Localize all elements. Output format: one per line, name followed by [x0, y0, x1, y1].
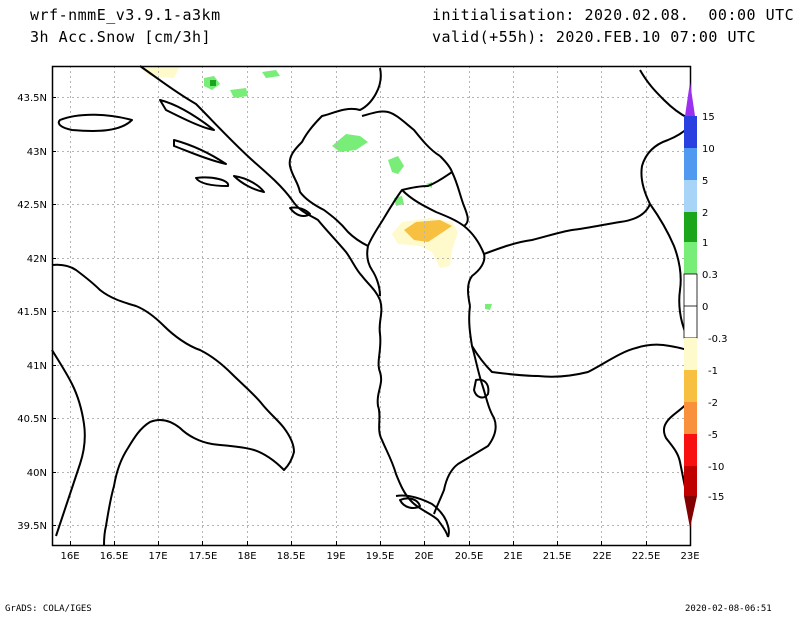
corfu — [399, 497, 421, 509]
colorbar-label: 15 — [702, 112, 715, 123]
peljesac — [233, 175, 265, 193]
grads-credit: GrADS: COLA/IGES — [5, 604, 92, 614]
snow-area-green-3 — [230, 88, 248, 98]
lat-label: 41N — [27, 361, 47, 372]
colorbar-label: -2 — [708, 398, 718, 409]
longitude-labels: 16E 16.5E 17E 17.5E 18E 18.5E 19E 19.5E … — [60, 551, 699, 562]
colorbar: 15 10 5 2 1 0.3 0 -0.3 -1 -2 -5 -10 -15 — [683, 82, 728, 528]
lat-label: 43N — [27, 147, 47, 158]
lat-label: 41.5N — [17, 307, 47, 318]
colorbar-arrow-bottom — [684, 496, 697, 528]
colorbar-swatch — [684, 370, 697, 402]
lat-label: 39.5N — [17, 521, 47, 532]
map-frame — [51, 65, 692, 547]
lat-label: 40N — [27, 468, 47, 479]
greece-east — [662, 399, 691, 493]
lon-label: 23E — [680, 551, 699, 562]
lon-label: 16E — [60, 551, 79, 562]
colorbar-swatch — [684, 242, 697, 274]
lon-label: 17E — [148, 551, 167, 562]
bosnia-montenegro-border — [288, 67, 382, 247]
colorbar-label: -10 — [708, 462, 724, 473]
snow-areas — [138, 66, 492, 310]
colorbar-swatch — [684, 212, 697, 242]
colorbar-label: 0 — [702, 302, 708, 313]
lon-label: 17.5E — [189, 551, 218, 562]
colorbar-swatch — [684, 180, 697, 212]
serbia-bulgaria — [483, 203, 651, 255]
kotor-bay — [289, 206, 311, 217]
kosovo-north — [451, 171, 469, 227]
colorbar-label: 2 — [702, 208, 708, 219]
lon-label: 19E — [326, 551, 345, 562]
colorbar-label: -0.3 — [708, 334, 728, 345]
lon-label: 18.5E — [277, 551, 306, 562]
italy-calabria — [51, 349, 86, 537]
macedonia-border — [468, 305, 691, 378]
colorbar-label: -1 — [708, 366, 718, 377]
kosovo-border — [401, 189, 486, 307]
albania-greece-border — [433, 345, 497, 515]
colorbar-label: -5 — [708, 430, 718, 441]
montenegro-serbia-border — [367, 155, 453, 247]
lat-label: 42N — [27, 254, 47, 265]
snow-area-green-2 — [262, 70, 280, 78]
lat-label: 43.5N — [17, 93, 47, 104]
lon-label: 22.5E — [632, 551, 661, 562]
latitude-labels: 43.5N 43N 42.5N 42N 41.5N 41N 40.5N 40N … — [17, 93, 47, 532]
dalmatian-island-1 — [57, 113, 133, 132]
lake-ohrid — [473, 378, 490, 399]
montenegro-albania-border — [366, 245, 381, 297]
snow-area-green-8 — [485, 304, 492, 310]
dalmatian-island-2 — [159, 99, 215, 131]
dalmatian-island-4 — [195, 176, 230, 187]
lon-label: 19.5E — [366, 551, 395, 562]
colorbar-arrow-top — [685, 82, 695, 116]
colorbar-label: -15 — [708, 492, 724, 503]
lon-label: 16.5E — [100, 551, 129, 562]
colorbar-swatch — [684, 338, 697, 370]
lon-label: 21.5E — [543, 551, 572, 562]
snow-area-green-9 — [210, 80, 216, 86]
lon-label: 20.5E — [455, 551, 484, 562]
model-title: wrf-nmmE_v3.9.1-a3km — [30, 6, 221, 24]
lat-lon-grid — [52, 66, 690, 545]
macedonia-east — [649, 203, 687, 335]
greece-coast-west — [395, 494, 450, 538]
lon-label: 21E — [503, 551, 522, 562]
valid-time: valid(+55h): 2020.FEB.10 07:00 UTC — [432, 28, 757, 46]
colorbar-swatch — [684, 402, 697, 434]
adriatic-coast-east — [139, 65, 449, 538]
field-title: 3h Acc.Snow [cm/3h] — [30, 28, 212, 46]
bulgaria-north — [639, 69, 689, 119]
colorbar-swatch — [684, 116, 697, 148]
lat-label: 40.5N — [17, 414, 47, 425]
coastlines-borders — [51, 65, 691, 546]
colorbar-swatch — [684, 148, 697, 180]
lon-label: 20E — [414, 551, 433, 562]
render-timestamp: 2020-02-08-06:51 — [685, 604, 772, 614]
colorbar-label: 5 — [702, 176, 708, 187]
lon-label: 18E — [237, 551, 256, 562]
lon-label: 22E — [592, 551, 611, 562]
colorbar-label: 0.3 — [702, 270, 718, 281]
axis-ticks — [52, 97, 647, 545]
bulgaria-west — [640, 125, 691, 205]
serbia-bosnia-north — [361, 110, 441, 157]
colorbar-label: 10 — [702, 144, 715, 155]
italy-heel — [51, 263, 295, 546]
snow-area-green-5 — [388, 156, 404, 174]
snow-area-green-4 — [332, 134, 368, 152]
colorbar-swatch — [684, 434, 697, 466]
snow-area-montenegro-orange — [404, 220, 452, 242]
initialisation-time: initialisation: 2020.02.08. 00:00 UTC — [432, 6, 795, 24]
colorbar-label: 1 — [702, 238, 708, 249]
dalmatian-island-3 — [173, 139, 227, 165]
lat-label: 42.5N — [17, 200, 47, 211]
colorbar-swatch — [684, 466, 697, 496]
